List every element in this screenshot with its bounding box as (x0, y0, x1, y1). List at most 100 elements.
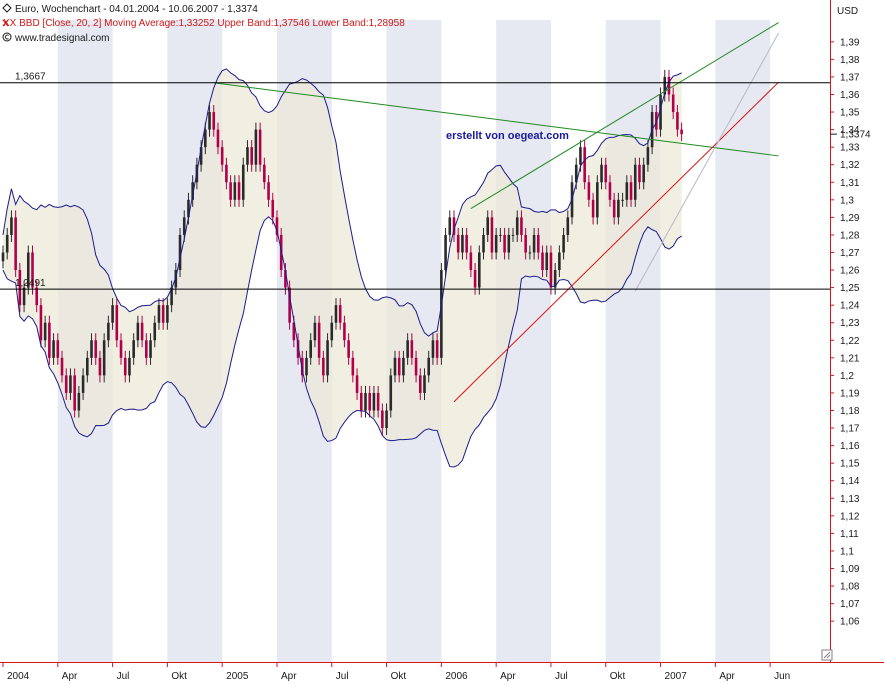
candle-up (511, 234, 515, 236)
candle-up (132, 340, 135, 358)
y-tick-label: 1,07 (840, 599, 860, 610)
candle-down (376, 392, 380, 411)
x-tick-label: Okt (171, 671, 187, 682)
y-tick-label: 1,35 (840, 108, 860, 119)
candle-up (149, 340, 152, 358)
candle-down (288, 287, 291, 323)
candle-down (638, 164, 641, 183)
candle-down (322, 357, 325, 376)
y-tick-label: 1,22 (840, 336, 860, 347)
candle-up (305, 357, 308, 376)
y-tick-label: 1,16 (840, 441, 860, 452)
chart-title: Euro, Wochenchart - 04.01.2004 - 10.06.2… (15, 4, 258, 15)
candle-down (161, 305, 165, 323)
candle-down (347, 340, 350, 358)
candle-down (225, 164, 228, 183)
candle-up (204, 129, 207, 148)
candle-down (229, 182, 232, 200)
y-tick-label: 1,33 (840, 143, 860, 154)
candle-up (241, 164, 245, 200)
x-tick-label: Apr (281, 671, 297, 682)
candle-up (69, 375, 72, 393)
candle-up (81, 375, 85, 393)
candle-down (456, 234, 460, 253)
candle-down (212, 112, 216, 130)
y-tick-label: 1,32 (840, 160, 860, 171)
candle-down (490, 217, 494, 253)
candle-down (275, 217, 279, 235)
candle-up (86, 357, 89, 376)
candle-up (153, 322, 157, 341)
candle-up (663, 76, 667, 95)
trendline-green-1[interactable] (470, 22, 779, 210)
candle-down (671, 94, 675, 113)
candle-up (461, 234, 464, 253)
candle-up (208, 112, 211, 130)
candle-down (267, 182, 270, 200)
candle-down (60, 357, 64, 376)
copyright-icon (2, 32, 12, 42)
trendline-grey-3[interactable] (634, 32, 779, 292)
x-tick-label: Jul (336, 671, 349, 682)
candle-down (48, 322, 51, 358)
y-tick-label: 1,2 (840, 371, 854, 382)
upper-band-line (2, 68, 682, 337)
candle-up (659, 94, 662, 130)
candle-down (296, 340, 300, 358)
candle-up (499, 234, 502, 236)
candle-up (90, 340, 93, 358)
candle-down (64, 375, 68, 393)
diamond-icon[interactable] (2, 3, 12, 13)
candle-up (107, 322, 110, 341)
trendline-green-0[interactable] (213, 82, 779, 157)
candle-down (343, 322, 346, 341)
y-tick-label: 1,34 (840, 125, 860, 136)
candle-down (587, 182, 591, 200)
y-tick-label: 1,12 (840, 511, 860, 522)
candle-down (237, 182, 241, 200)
candle-up (136, 322, 140, 341)
y-tick-label: 1,17 (840, 424, 860, 435)
y-tick-label: 1,15 (840, 459, 860, 470)
candle-down (119, 340, 123, 358)
candle-up (313, 322, 317, 341)
y-tick-label: 1,38 (840, 55, 860, 66)
candle-down (359, 392, 363, 411)
source-credit: www.tradesignal.com (14, 33, 109, 44)
indicator-legend: XX BBD [Close, 20, 2] Moving Average:1,3… (3, 18, 405, 29)
candle-down (220, 147, 224, 165)
x-tick-label: 2004 (7, 671, 30, 682)
y-tick-label: 1,09 (840, 564, 860, 575)
candle-up (26, 252, 30, 288)
y-tick-label: 1,36 (840, 90, 860, 101)
candle-down (469, 252, 473, 271)
candle-down (414, 357, 418, 376)
candle-up (596, 182, 599, 218)
y-tick-label: 1,11 (840, 529, 859, 540)
candle-down (216, 129, 220, 148)
candle-down (541, 252, 544, 271)
candle-up (427, 357, 431, 376)
x-tick-label: Jul (117, 671, 130, 682)
trendline-red-2[interactable] (453, 81, 779, 403)
candle-down (452, 217, 456, 235)
candle-down (520, 217, 523, 235)
candle-up (157, 305, 161, 323)
x-tick-label: Jul (555, 671, 568, 682)
candle-up (562, 234, 565, 253)
candle-down (368, 392, 372, 411)
resize-grip-icon[interactable] (821, 649, 833, 661)
level-label: 1,3667 (15, 72, 46, 83)
candle-up (1, 252, 5, 262)
candle-down (56, 340, 60, 358)
y-tick-label: 1,26 (840, 266, 860, 277)
candle-down (503, 234, 506, 253)
last-value-label: 1,3374 (840, 130, 871, 141)
y-tick-label: 1,24 (840, 301, 860, 312)
candle-down (608, 182, 612, 200)
candlestick-series (1, 69, 683, 436)
x-tick-label: 2007 (665, 671, 688, 682)
candle-up (579, 147, 582, 165)
horizontal-levels: 1,3667 1,2491 (0, 72, 830, 290)
candle-up (558, 252, 561, 271)
